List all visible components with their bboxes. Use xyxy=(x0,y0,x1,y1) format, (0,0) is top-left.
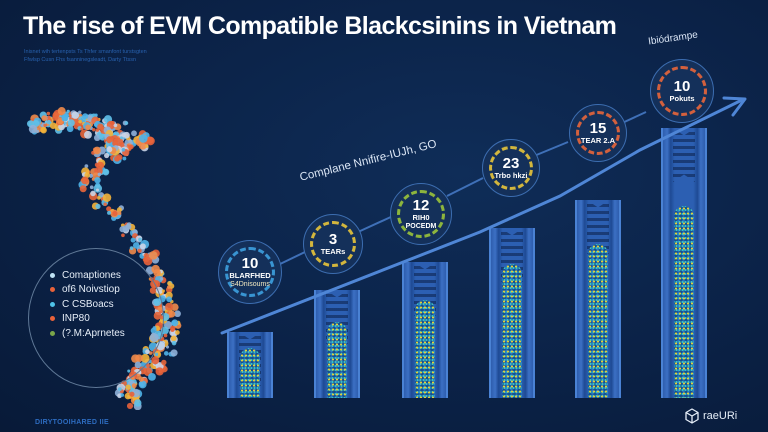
legend-item: of6 Noivstiop xyxy=(50,283,125,298)
bar-3 xyxy=(402,262,448,398)
legend-item: INP80 xyxy=(50,312,125,327)
legend-item: C CSBoacs xyxy=(50,297,125,312)
cube-logo-icon xyxy=(685,408,699,424)
subtitle-line: Inisnet wih tertenpsts Ts Thfer smanfont… xyxy=(24,49,147,55)
legend-item: Comaptiones xyxy=(50,268,125,283)
vietnam-map-illustration xyxy=(26,107,182,410)
footer-credit: DIRYTOOIHARED IIE xyxy=(35,419,109,426)
bar-1 xyxy=(227,332,273,398)
milestone-node: 23 Trbo hkzi xyxy=(482,139,540,197)
legend-item: (?.M:Aprnetes xyxy=(50,326,125,341)
legend-dot-icon xyxy=(50,287,55,293)
infographic-subtitle: Inisnet wih tertenpsts Ts Thfer smanfont… xyxy=(24,48,147,64)
milestone-node: 15 TEAR 2.A xyxy=(569,104,627,162)
milestone-node: 10 BLARFHED S4Dnisoums xyxy=(218,240,282,304)
brand-name: raeURi xyxy=(703,410,738,422)
legend-ring xyxy=(28,248,164,388)
milestone-node: 10 Pokuts xyxy=(650,59,714,123)
legend-dot-icon xyxy=(50,330,55,336)
bar-2 xyxy=(314,290,360,398)
bar-6 xyxy=(661,128,707,398)
legend-dot-icon xyxy=(50,272,55,278)
brand-logo: raeURi xyxy=(684,408,737,424)
legend-dot-icon xyxy=(50,316,55,322)
bar-5 xyxy=(575,200,621,398)
bar-4 xyxy=(489,228,535,398)
infographic-title: The rise of EVM Compatible Blackcsinins … xyxy=(23,12,617,40)
subtitle-line: Ffwlsp Cusn Fhs fsanninegsleadt, Darty T… xyxy=(24,57,137,63)
legend: Comaptiones of6 Noivstiop C CSBoacs INP8… xyxy=(50,268,125,341)
milestone-node: 3 TEARs xyxy=(303,214,363,274)
legend-dot-icon xyxy=(50,301,55,307)
milestone-node: 12 RIH0 POCEDM xyxy=(390,183,452,245)
